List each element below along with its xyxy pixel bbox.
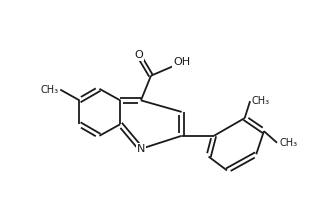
Text: CH₃: CH₃	[279, 138, 298, 148]
Text: CH₃: CH₃	[251, 96, 269, 106]
Text: CH₃: CH₃	[41, 85, 59, 95]
Text: OH: OH	[173, 57, 190, 67]
Text: N: N	[137, 144, 145, 154]
Text: O: O	[134, 50, 143, 60]
